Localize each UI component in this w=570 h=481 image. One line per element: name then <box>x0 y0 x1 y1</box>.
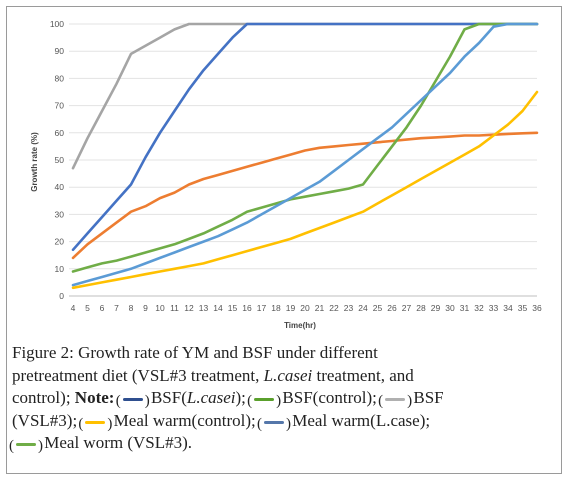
x-axis-title: Time(hr) <box>284 321 316 330</box>
y-tick-label: 80 <box>55 73 65 83</box>
y-tick-label: 50 <box>55 155 65 165</box>
x-tick-label: 8 <box>129 303 134 313</box>
x-tick-label: 20 <box>300 303 310 313</box>
x-tick-label: 34 <box>503 303 513 313</box>
x-tick-label: 28 <box>416 303 426 313</box>
x-tick-label: 17 <box>257 303 267 313</box>
y-tick-label: 100 <box>50 19 64 29</box>
caption-line-1: Figure 2: Growth rate of YM and BSF unde… <box>12 343 378 362</box>
x-tick-label: 14 <box>213 303 223 313</box>
x-tick-label: 23 <box>344 303 354 313</box>
caption-line-5: Meal worm (VSL#3). <box>9 432 558 458</box>
y-tick-label: 10 <box>55 264 65 274</box>
x-tick-label: 21 <box>315 303 325 313</box>
x-tick-label: 35 <box>518 303 528 313</box>
y-tick-label: 40 <box>55 182 65 192</box>
y-axis-title: Growth rate (%) <box>30 132 39 192</box>
legend-key-bsf-control <box>247 390 281 413</box>
figure-caption: Figure 2: Growth rate of YM and BSF unde… <box>9 342 558 458</box>
x-tick-labels: 4 5 6 7 8 9 10 11 12 13 14 15 16 17 18 19 20 21 22 23 24 25 26… <box>71 303 542 313</box>
legend-key-mealworm-lcasei <box>257 413 291 436</box>
series-line-1 <box>71 22 539 170</box>
x-tick-label: 10 <box>155 303 165 313</box>
caption-line-2: pretreatment diet (VSL#3 treatment, L.ca… <box>12 365 414 385</box>
legend-key-mealworm-control <box>78 413 112 436</box>
x-tick-label: 31 <box>460 303 470 313</box>
y-tick-label: 60 <box>55 128 65 138</box>
y-tick-label: 30 <box>55 209 65 219</box>
caption-line-3: control); Note: BSF(L.casei); BSF(contro… <box>12 387 558 413</box>
legend-key-mealworm-vsl3 <box>9 435 43 458</box>
grid-lines <box>69 23 537 297</box>
series-line-3 <box>71 131 539 260</box>
x-tick-label: 25 <box>373 303 383 313</box>
x-tick-label: 4 <box>71 303 76 313</box>
y-tick-label: 20 <box>55 237 65 247</box>
x-tick-label: 27 <box>402 303 412 313</box>
series-line-4 <box>71 22 539 273</box>
x-tick-label: 7 <box>114 303 119 313</box>
x-tick-label: 12 <box>184 303 194 313</box>
x-tick-label: 13 <box>199 303 209 313</box>
x-tick-label: 6 <box>100 303 105 313</box>
x-tick-label: 16 <box>242 303 252 313</box>
y-tick-label: 70 <box>55 101 65 111</box>
x-tick-label: 11 <box>170 303 179 313</box>
line-chart: 0 10 20 30 40 50 60 70 80 90 100 4 5 6 7 8 9 10 11 12 13 14 1… <box>30 19 542 330</box>
series-lines <box>71 22 539 290</box>
x-tick-label: 22 <box>329 303 339 313</box>
x-tick-label: 26 <box>387 303 397 313</box>
series-line-5 <box>71 22 539 287</box>
series-line-2 <box>71 22 539 252</box>
x-tick-label: 30 <box>445 303 455 313</box>
x-tick-label: 36 <box>532 303 542 313</box>
x-tick-label: 32 <box>474 303 484 313</box>
x-tick-label: 29 <box>431 303 441 313</box>
y-tick-labels: 0 10 20 30 40 50 60 70 80 90 100 <box>50 19 64 301</box>
x-tick-label: 15 <box>228 303 238 313</box>
x-tick-label: 19 <box>286 303 296 313</box>
x-tick-label: 33 <box>489 303 499 313</box>
x-tick-label: 9 <box>143 303 148 313</box>
x-tick-label: 5 <box>85 303 90 313</box>
series-line-6 <box>71 90 539 290</box>
legend-key-bsf-lcasei <box>116 390 150 413</box>
x-tick-label: 24 <box>358 303 368 313</box>
x-tick-label: 18 <box>271 303 281 313</box>
y-tick-label: 0 <box>59 291 64 301</box>
y-tick-label: 90 <box>55 46 65 56</box>
caption-line-4: (VSL#3); Meal warm(control); Meal warm(L… <box>12 410 558 436</box>
legend-key-bsf-vsl3 <box>378 390 412 413</box>
